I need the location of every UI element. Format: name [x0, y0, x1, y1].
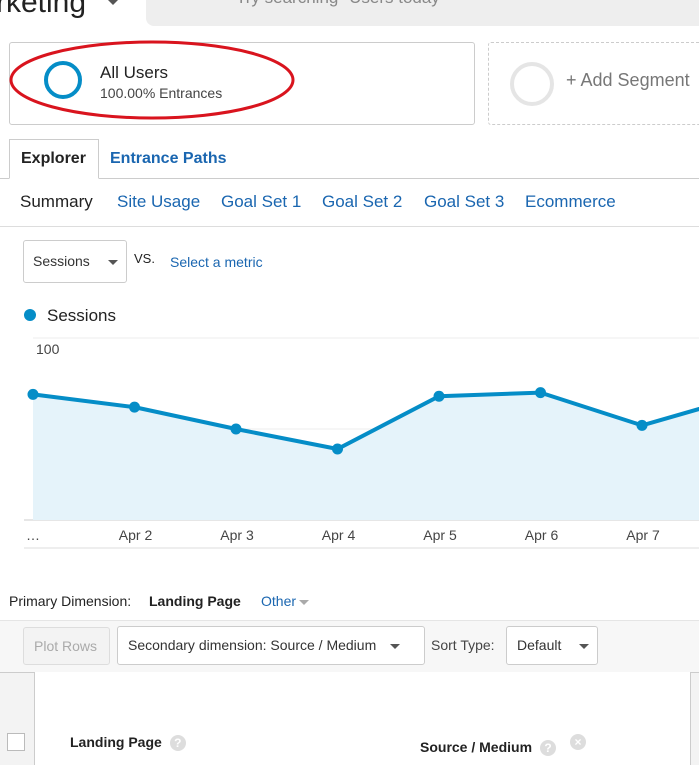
x-tick-label: Apr 5 [423, 527, 457, 543]
annotation [9, 40, 295, 120]
sort-label: Sort Type: [431, 637, 495, 653]
sort: Default [517, 637, 590, 653]
search-placeholder: Try searching "Users today" [236, 0, 446, 8]
help-icon[interactable]: ? [169, 735, 186, 751]
caret [390, 643, 401, 649]
header-cell [385, 672, 691, 765]
add-segment[interactable]: + Add Segment [566, 70, 690, 90]
line [32, 390, 699, 452]
search-box[interactable] [146, 0, 699, 26]
secondary-label: Secondary dimension: Source / Medium [128, 637, 377, 653]
segment-name: All Users [100, 63, 169, 82]
subtab[interactable]: Ecommerce [525, 192, 616, 211]
x-tick-label: Apr 3 [220, 527, 254, 543]
x-tick-label: … [26, 527, 40, 543]
secondary: Secondary dimension: Source / Medium [128, 637, 401, 653]
segment-icon [44, 61, 82, 99]
dimension-label: Primary Dimension: [9, 593, 132, 609]
column-name: Landing Page [70, 734, 162, 750]
point [230, 423, 242, 435]
caret [579, 643, 590, 649]
segment-detail: 100.00% Entrances [100, 85, 223, 101]
subtab[interactable]: Goal Set 2 [322, 192, 403, 211]
vs: VS. [134, 251, 155, 266]
x-tick-label: Apr 4 [322, 527, 356, 543]
dimension-selected: Landing Page [149, 593, 241, 609]
point [27, 388, 39, 400]
plot-rows-button[interactable] [23, 627, 110, 665]
other-label: Other [261, 593, 297, 609]
column-header[interactable]: Source / Medium? × [420, 734, 587, 756]
tab-active [9, 139, 99, 179]
legend-label: Sessions [47, 306, 116, 325]
x-tick-label: Apr 6 [525, 527, 559, 543]
point [433, 390, 445, 402]
checkbox[interactable] [7, 733, 25, 751]
caret [299, 599, 310, 605]
area [33, 392, 699, 520]
subtab[interactable]: Goal Set 3 [424, 192, 505, 211]
caret [107, 259, 118, 265]
metric-selected: Sessions [33, 253, 118, 269]
column-name: Source / Medium [420, 739, 533, 755]
select-metric[interactable]: Select a metric [170, 254, 263, 270]
subtab[interactable]: Summary [20, 192, 93, 211]
sort-value: Default [517, 637, 562, 653]
x-tick-label: Apr 7 [626, 527, 660, 543]
red-circle [9, 40, 295, 120]
dimension-other[interactable]: Other [261, 593, 310, 609]
y-tick-label: 100 [36, 341, 60, 357]
help-icon[interactable]: ? [540, 740, 557, 756]
rule [0, 226, 699, 227]
point [129, 401, 140, 413]
property-title[interactable]: rketing [0, 0, 87, 19]
header-cell [34, 672, 387, 765]
metric-name: Sessions [33, 253, 90, 269]
remove-icon[interactable]: × [570, 734, 587, 750]
add-segment-icon [510, 62, 554, 106]
subtab[interactable]: Site Usage [117, 192, 201, 211]
tab-rule [0, 178, 699, 179]
plot-rows: Plot Rows [34, 638, 98, 654]
secondary-dropdown[interactable] [117, 626, 425, 665]
point [636, 419, 648, 431]
caret [106, 0, 120, 5]
point [332, 443, 343, 455]
point [535, 387, 546, 399]
column-header[interactable]: Landing Page? [70, 734, 186, 751]
tab[interactable]: Explorer [21, 150, 86, 167]
segment-card[interactable] [9, 42, 475, 125]
subtab[interactable]: Goal Set 1 [221, 192, 302, 211]
x-tick-label: Apr 2 [119, 527, 153, 543]
legend-dot [24, 309, 36, 321]
tab[interactable]: Entrance Paths [110, 150, 227, 167]
